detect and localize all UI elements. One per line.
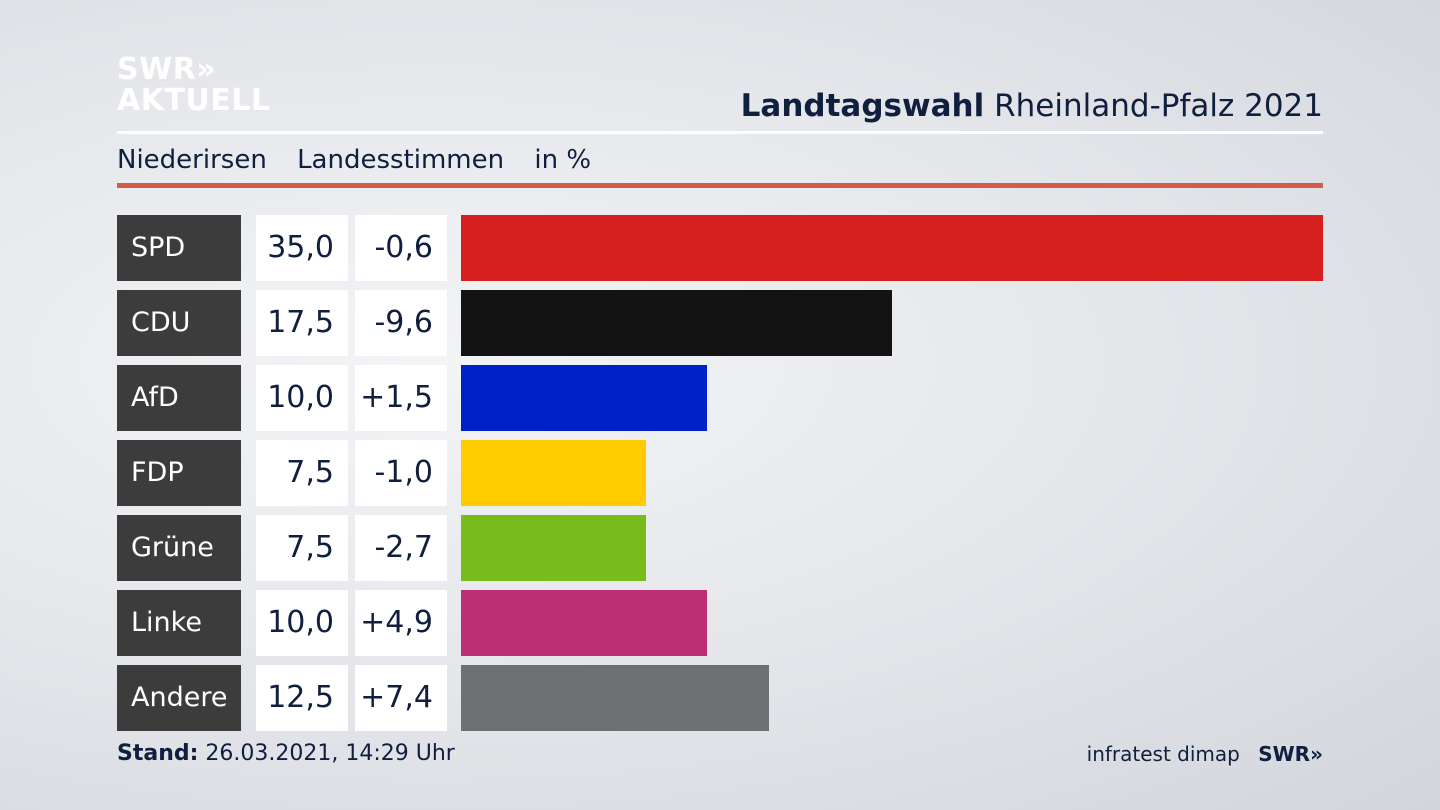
subtitle-place: Niederirsen <box>117 145 267 175</box>
swr-aktuell-logo: SWR» AKTUELL <box>117 54 277 120</box>
bar <box>461 215 1323 281</box>
vote-share-label: 35,0 <box>256 215 348 281</box>
stand-label: Stand: <box>117 741 199 766</box>
chart-row: FDP 7,5 -1,0 <box>117 440 1323 506</box>
logo-line-1: SWR» <box>117 52 217 87</box>
vote-share-label: 7,5 <box>256 515 348 581</box>
header-divider <box>117 131 1323 134</box>
change-label: +4,9 <box>355 590 447 656</box>
bar <box>461 590 707 656</box>
source-label: infratest dimap <box>1086 742 1240 766</box>
bar <box>461 665 769 731</box>
party-label: Linke <box>117 590 241 656</box>
party-label: Grüne <box>117 515 241 581</box>
chart-row: Grüne 7,5 -2,7 <box>117 515 1323 581</box>
vote-share-label: 17,5 <box>256 290 348 356</box>
page-title: Landtagswahl Rheinland-Pfalz 2021 <box>741 86 1323 126</box>
bar <box>461 290 892 356</box>
change-label: +1,5 <box>355 365 447 431</box>
change-label: +7,4 <box>355 665 447 731</box>
change-label: -1,0 <box>355 440 447 506</box>
change-label: -9,6 <box>355 290 447 356</box>
change-label: -2,7 <box>355 515 447 581</box>
swr-brand-logo: SWR» <box>1258 742 1323 766</box>
vote-share-label: 7,5 <box>256 440 348 506</box>
change-label: -0,6 <box>355 215 447 281</box>
party-label: Andere <box>117 665 241 731</box>
stand-value: 26.03.2021, 14:29 Uhr <box>205 741 455 766</box>
bar <box>461 365 707 431</box>
chart-subtitle: Niederirsen Landesstimmen in % <box>117 142 613 178</box>
chart-row: Andere 12,5 +7,4 <box>117 665 1323 731</box>
bar <box>461 440 646 506</box>
party-label: AfD <box>117 365 241 431</box>
subtitle-divider <box>117 183 1323 188</box>
party-label: FDP <box>117 440 241 506</box>
source-credit: infratest dimap SWR» <box>1087 740 1323 768</box>
title-rest: Rheinland-Pfalz 2021 <box>994 88 1323 124</box>
subtitle-kind: Landesstimmen <box>297 145 505 175</box>
vote-share-label: 12,5 <box>256 665 348 731</box>
chart-row: SPD 35,0 -0,6 <box>117 215 1323 281</box>
vote-share-label: 10,0 <box>256 365 348 431</box>
bar <box>461 515 646 581</box>
chart-row: CDU 17,5 -9,6 <box>117 290 1323 356</box>
party-label: CDU <box>117 290 241 356</box>
timestamp: Stand: 26.03.2021, 14:29 Uhr <box>117 740 455 768</box>
chart-row: AfD 10,0 +1,5 <box>117 365 1323 431</box>
subtitle-unit: in % <box>534 145 592 175</box>
logo-line-2: AKTUELL <box>117 83 271 118</box>
title-bold: Landtagswahl <box>740 88 985 124</box>
chart-row: Linke 10,0 +4,9 <box>117 590 1323 656</box>
party-label: SPD <box>117 215 241 281</box>
vote-share-label: 10,0 <box>256 590 348 656</box>
